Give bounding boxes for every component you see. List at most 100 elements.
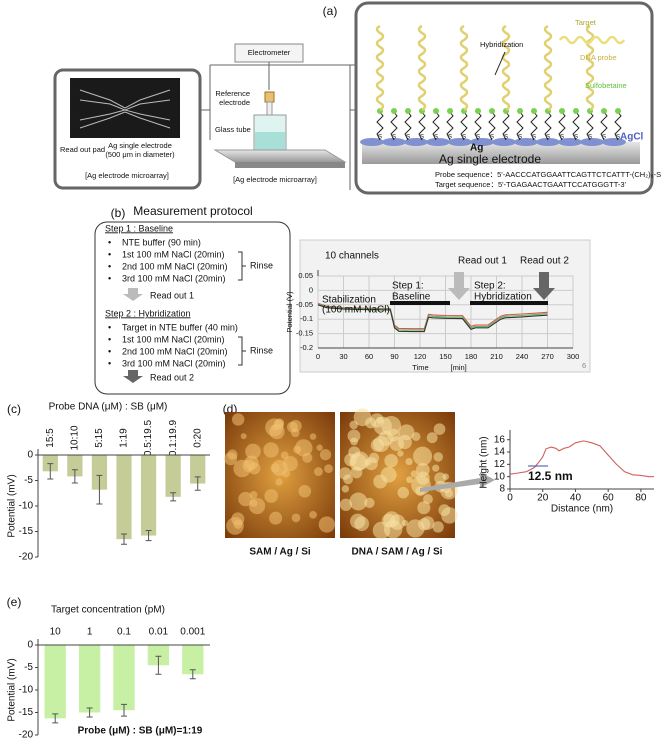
sulfur: S bbox=[448, 135, 452, 141]
y-tick-label: 14 bbox=[494, 447, 506, 458]
chain bbox=[558, 111, 566, 141]
afm-grain bbox=[426, 432, 438, 444]
arrow bbox=[494, 51, 506, 76]
panel-label: (b) bbox=[111, 206, 126, 220]
category-label: 10:10 bbox=[69, 425, 80, 450]
sulfur: S bbox=[406, 135, 410, 141]
label: [Ag electrode microarray] bbox=[85, 171, 169, 180]
sulfobetaine bbox=[447, 108, 453, 114]
afm-grain bbox=[432, 521, 444, 533]
sulfobetaine bbox=[433, 108, 439, 114]
bullet: • bbox=[108, 261, 111, 271]
sulfobetaine bbox=[405, 108, 411, 114]
y-tick-label: 0 bbox=[27, 450, 33, 461]
sulfur: S bbox=[602, 135, 606, 141]
annotation: Baseline bbox=[392, 292, 431, 303]
chart-title: Probe DNA (μM) : SB (μM) bbox=[49, 402, 168, 413]
x-tick-label: 90 bbox=[390, 352, 398, 361]
y-tick-label: -5 bbox=[24, 662, 33, 673]
chain bbox=[376, 111, 384, 141]
chain bbox=[572, 111, 580, 141]
category-label: 0.001 bbox=[180, 627, 205, 638]
sulfur: S bbox=[476, 135, 480, 141]
arrow bbox=[123, 370, 143, 383]
afm-grain bbox=[433, 452, 444, 462]
agcl-grain bbox=[536, 138, 560, 146]
y-axis-label: Height (nm) bbox=[479, 436, 490, 488]
category-label: 0.1 bbox=[117, 627, 131, 638]
label: Read out 1 bbox=[150, 290, 194, 300]
afm-grain bbox=[397, 434, 412, 450]
wire bbox=[209, 62, 355, 190]
step-title: Step 1 : Baseline bbox=[105, 223, 173, 233]
afm-grain bbox=[244, 455, 259, 470]
sulfobetaine bbox=[531, 108, 537, 114]
category-label: 0.1:19.9 bbox=[168, 419, 179, 456]
step-item: 3rd 100 mM NaCl (20min) bbox=[122, 273, 226, 283]
annotation: 12.5 nm bbox=[528, 469, 573, 483]
x-tick-label: 240 bbox=[516, 352, 529, 361]
afm-grain bbox=[423, 494, 433, 505]
y-tick-label: 0.05 bbox=[298, 271, 313, 280]
error-bar bbox=[155, 655, 162, 675]
arrow bbox=[123, 288, 143, 301]
afm-grain bbox=[240, 433, 247, 440]
category-label: 10 bbox=[50, 627, 62, 638]
agcl-grain bbox=[470, 138, 494, 146]
chain bbox=[460, 111, 468, 141]
agcl-grain bbox=[382, 138, 406, 146]
panel-label: (a) bbox=[323, 4, 338, 18]
y-axis-label: Potential (mV) bbox=[7, 658, 18, 721]
afm-grain bbox=[441, 507, 458, 524]
afm-grain bbox=[370, 438, 385, 452]
afm-grain bbox=[233, 520, 243, 529]
error-bar bbox=[145, 529, 152, 542]
afm-grain bbox=[416, 471, 430, 485]
sulfur: S bbox=[546, 135, 550, 141]
protocol-title: Measurement protocol bbox=[133, 204, 252, 218]
agcl-grain bbox=[360, 138, 384, 146]
protocol-box bbox=[94, 221, 291, 395]
x-tick-label: 20 bbox=[537, 493, 549, 504]
afm-grain bbox=[410, 470, 419, 478]
bar bbox=[78, 645, 101, 713]
agcl-grain bbox=[448, 138, 472, 146]
annotation: Read out 1 bbox=[458, 256, 507, 267]
annotation: Step 2: bbox=[474, 281, 506, 292]
annotation: Read out 2 bbox=[520, 256, 569, 267]
bullet: • bbox=[108, 358, 111, 368]
bar bbox=[182, 645, 204, 675]
solution bbox=[255, 132, 285, 152]
y-tick-label: -15 bbox=[19, 526, 34, 537]
category-label: 1 bbox=[87, 627, 93, 638]
bar bbox=[67, 455, 83, 477]
x-tick-label: 0 bbox=[507, 493, 513, 504]
x-tick-label: 270 bbox=[541, 352, 554, 361]
agcl-grain bbox=[602, 138, 626, 146]
error-bar bbox=[121, 703, 127, 717]
afm-grain bbox=[316, 444, 323, 451]
afm-grain bbox=[442, 473, 449, 480]
x-tick-label: 30 bbox=[339, 352, 347, 361]
label: Ag single electrode bbox=[439, 152, 541, 166]
sulfobetaine bbox=[615, 108, 621, 114]
x-tick-label: 120 bbox=[414, 352, 427, 361]
afm-grain bbox=[397, 486, 410, 499]
afm-grain bbox=[432, 464, 440, 472]
y-tick-label: -0.05 bbox=[296, 300, 313, 309]
category-label: 15:5 bbox=[45, 428, 56, 448]
dna-probe bbox=[585, 24, 595, 112]
sulfobetaine bbox=[475, 108, 481, 114]
afm-grain bbox=[286, 421, 298, 433]
x-tick-label: 150 bbox=[439, 352, 452, 361]
afm-grain bbox=[298, 484, 312, 498]
chart-title: 10 channels bbox=[325, 251, 379, 262]
afm-grain bbox=[387, 428, 400, 442]
step-title: Step 2 : Hybridization bbox=[105, 308, 191, 318]
sulfobetaine bbox=[559, 108, 565, 114]
label: Rinse bbox=[250, 345, 273, 355]
y-tick-label: -10 bbox=[19, 501, 34, 512]
chain bbox=[586, 111, 594, 141]
line-series bbox=[317, 303, 548, 331]
chain bbox=[516, 111, 524, 141]
